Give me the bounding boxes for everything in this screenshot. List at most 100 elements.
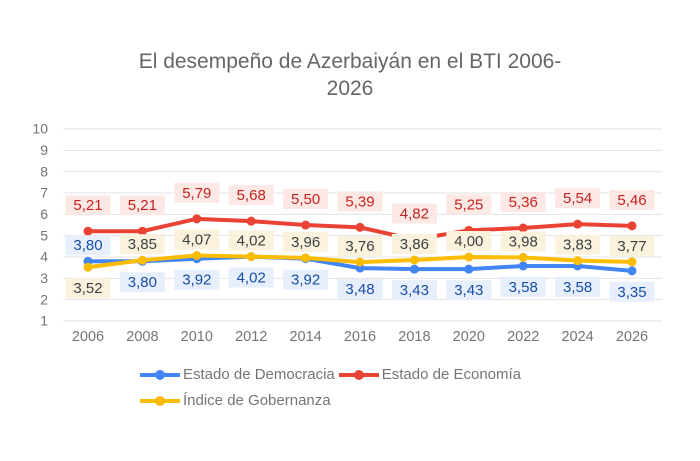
y-axis-tick-label: 6 [40, 206, 48, 222]
x-axis-tick-label: 2020 [453, 329, 485, 345]
data-label: 3,52 [73, 280, 102, 297]
data-label-background [446, 194, 492, 215]
x-axis-tick-label: 2014 [289, 329, 321, 345]
data-label: 5,36 [509, 194, 538, 211]
data-point [246, 216, 256, 226]
data-label-background [500, 192, 546, 213]
data-label: 3,92 [291, 272, 320, 289]
data-point [573, 219, 583, 229]
x-axis-tick-label: 2012 [235, 329, 267, 345]
y-axis-tick-label: 10 [32, 121, 48, 137]
data-label-background [391, 233, 437, 254]
data-label: 3,43 [400, 282, 429, 299]
data-label-background [337, 191, 383, 212]
data-label-background [337, 236, 383, 257]
data-label: 5,79 [182, 185, 211, 202]
data-label: 3,76 [345, 238, 374, 255]
x-axis-tick-label: 2008 [126, 329, 158, 345]
data-point [573, 256, 583, 266]
data-point [83, 262, 93, 272]
data-label: 5,68 [237, 187, 266, 204]
data-label: 3,92 [182, 272, 211, 289]
data-point [627, 257, 637, 267]
data-label-background [391, 203, 437, 224]
data-label: 3,77 [617, 238, 646, 255]
data-label: 5,21 [128, 197, 157, 214]
data-point [137, 226, 147, 236]
data-point [355, 222, 365, 232]
data-label: 4,07 [182, 231, 211, 248]
data-label: 3,98 [509, 233, 538, 250]
data-point [627, 266, 637, 276]
chart-title-line-2: 2026 [326, 77, 374, 100]
data-label-background [555, 234, 601, 255]
data-label: 4,02 [237, 270, 266, 287]
data-label-background [174, 229, 220, 250]
data-point [464, 252, 474, 262]
data-label: 5,21 [73, 197, 102, 214]
data-label-background [119, 195, 165, 216]
data-label-background [228, 185, 274, 206]
data-point [192, 251, 202, 261]
data-label: 4,02 [237, 233, 266, 250]
legend-item-democracia: Estado de Democracia [140, 366, 335, 383]
legend-line-marker-icon [140, 395, 180, 406]
data-label: 3,58 [563, 279, 592, 296]
data-point [301, 220, 311, 230]
data-label: 4,82 [400, 205, 429, 222]
data-label: 4,00 [454, 233, 483, 250]
data-label-background [446, 231, 492, 252]
data-label: 3,80 [128, 274, 157, 291]
data-label-background [500, 276, 546, 297]
data-point [355, 257, 365, 267]
data-label-background [65, 278, 111, 299]
chart-title-line-1: El desempeño de Azerbaiyán en el BTI 200… [138, 50, 562, 73]
data-label: 3,80 [73, 237, 102, 254]
legend-item-label: Índice de Gobernanza [183, 392, 331, 409]
data-point [409, 255, 419, 265]
data-point [192, 214, 202, 224]
data-label-background [609, 189, 655, 210]
data-label-background [391, 280, 437, 301]
data-label: 3,85 [128, 236, 157, 253]
y-axis-tick-label: 7 [40, 185, 48, 201]
legend-item-label: Estado de Democracia [183, 366, 335, 383]
data-label-background [609, 235, 655, 256]
data-label-background [555, 276, 601, 297]
y-axis-tick-label: 1 [40, 313, 48, 329]
data-label-background [228, 230, 274, 251]
data-label-background [65, 195, 111, 216]
data-label: 3,58 [509, 279, 538, 296]
data-label-background [119, 234, 165, 255]
data-label-background [500, 231, 546, 252]
data-label-background [119, 272, 165, 293]
x-axis-tick-label: 2016 [344, 329, 376, 345]
data-label: 3,35 [617, 284, 646, 301]
y-axis-tick-label: 5 [40, 227, 48, 243]
data-label-background [174, 269, 220, 290]
data-label: 5,50 [291, 191, 320, 208]
legend-item-economia: Estado de Economía [338, 366, 522, 383]
y-axis-tick-label: 8 [40, 163, 48, 179]
x-axis-tick-label: 2010 [181, 329, 213, 345]
y-axis-tick-label: 4 [40, 249, 48, 265]
data-label: 5,54 [563, 190, 592, 207]
data-label: 3,48 [345, 281, 374, 298]
data-label: 3,96 [291, 234, 320, 251]
data-label-background [555, 188, 601, 209]
data-point [518, 252, 528, 262]
data-point [627, 221, 637, 231]
legend-line-marker-icon [338, 369, 379, 380]
x-axis-tick-label: 2026 [616, 329, 648, 345]
data-label-background [65, 235, 111, 256]
legend-line-marker-icon [140, 369, 180, 380]
x-axis-tick-label: 2006 [72, 329, 104, 345]
x-axis-tick-label: 2022 [507, 329, 539, 345]
data-label-background [174, 182, 220, 203]
data-label: 5,25 [454, 196, 483, 213]
y-axis-tick-label: 2 [40, 291, 48, 307]
data-point [301, 253, 311, 263]
legend-item-label: Estado de Economía [381, 366, 522, 383]
data-point [83, 226, 93, 236]
